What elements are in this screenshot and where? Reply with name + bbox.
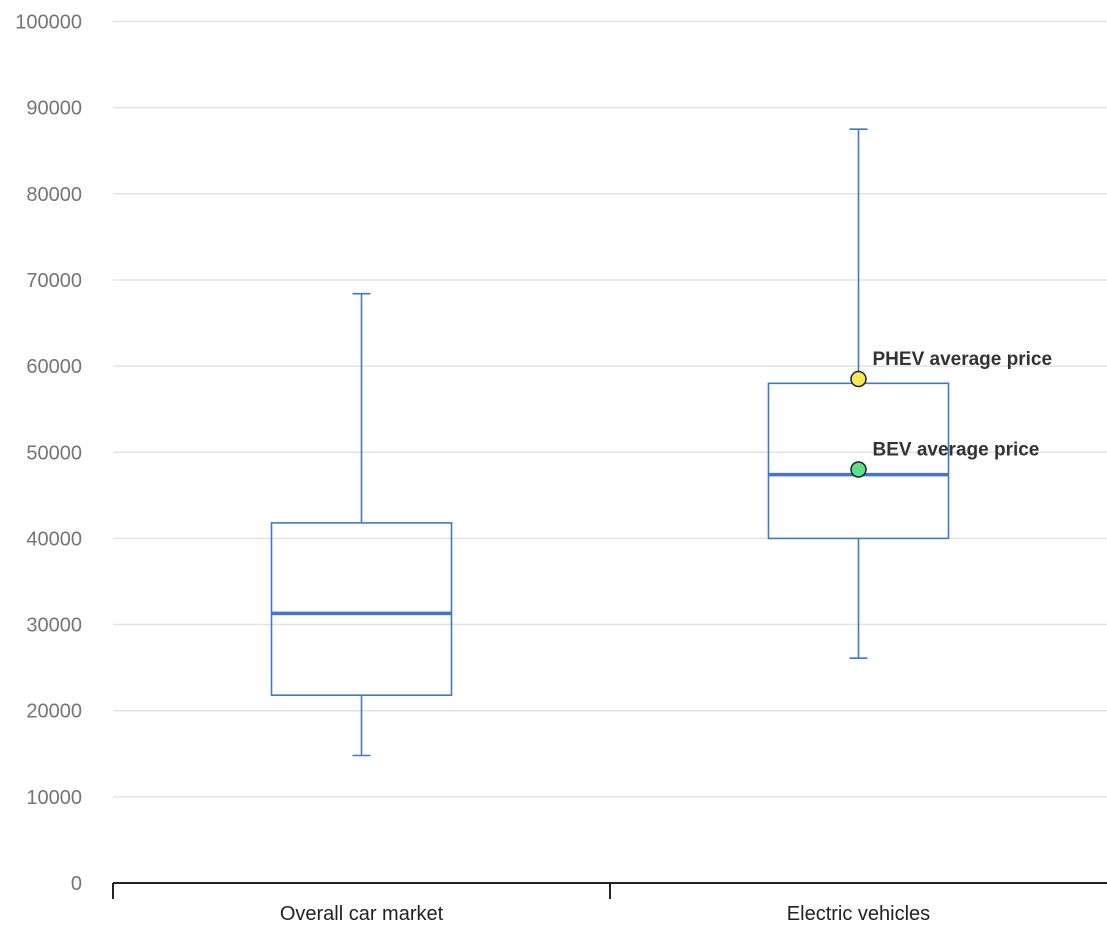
annotation-point bbox=[850, 370, 867, 388]
y-tick-label: 60000 bbox=[26, 356, 82, 378]
y-tick-label: 90000 bbox=[26, 98, 82, 120]
y-tick-label: 20000 bbox=[26, 701, 82, 723]
gridlines bbox=[113, 20, 1107, 798]
box-1 bbox=[767, 128, 950, 659]
y-tick-label: 10000 bbox=[26, 787, 82, 809]
annotation-point bbox=[850, 461, 867, 478]
box-0 bbox=[270, 292, 453, 757]
x-category-label: Overall car market bbox=[280, 903, 444, 925]
annotation-label: BEV average price bbox=[873, 439, 1040, 460]
y-tick-label: 30000 bbox=[26, 615, 82, 637]
y-tick-label: 40000 bbox=[26, 528, 82, 550]
y-tick-label: 70000 bbox=[26, 270, 82, 292]
annotation-0: PHEV average price bbox=[850, 349, 1053, 388]
y-tick-label: 50000 bbox=[26, 442, 82, 464]
interquartile-box bbox=[767, 382, 950, 540]
y-tick-label: 80000 bbox=[26, 184, 82, 206]
boxes bbox=[270, 128, 950, 757]
x-axis: Overall car market Electric vehicles bbox=[112, 882, 1107, 925]
annotation-label: PHEV average price bbox=[873, 349, 1053, 370]
y-tick-label: 0 bbox=[71, 873, 82, 895]
y-tick-label: 100000 bbox=[15, 12, 82, 34]
y-axis-tick-labels: 0 10000 20000 30000 40000 50000 60000 70000 8000… bbox=[15, 12, 82, 896]
annotation-1: BEV average price bbox=[850, 439, 1040, 478]
interquartile-box bbox=[270, 522, 453, 696]
x-category-label: Electric vehicles bbox=[787, 903, 930, 925]
annotations: PHEV average price BEV average price bbox=[850, 349, 1053, 478]
